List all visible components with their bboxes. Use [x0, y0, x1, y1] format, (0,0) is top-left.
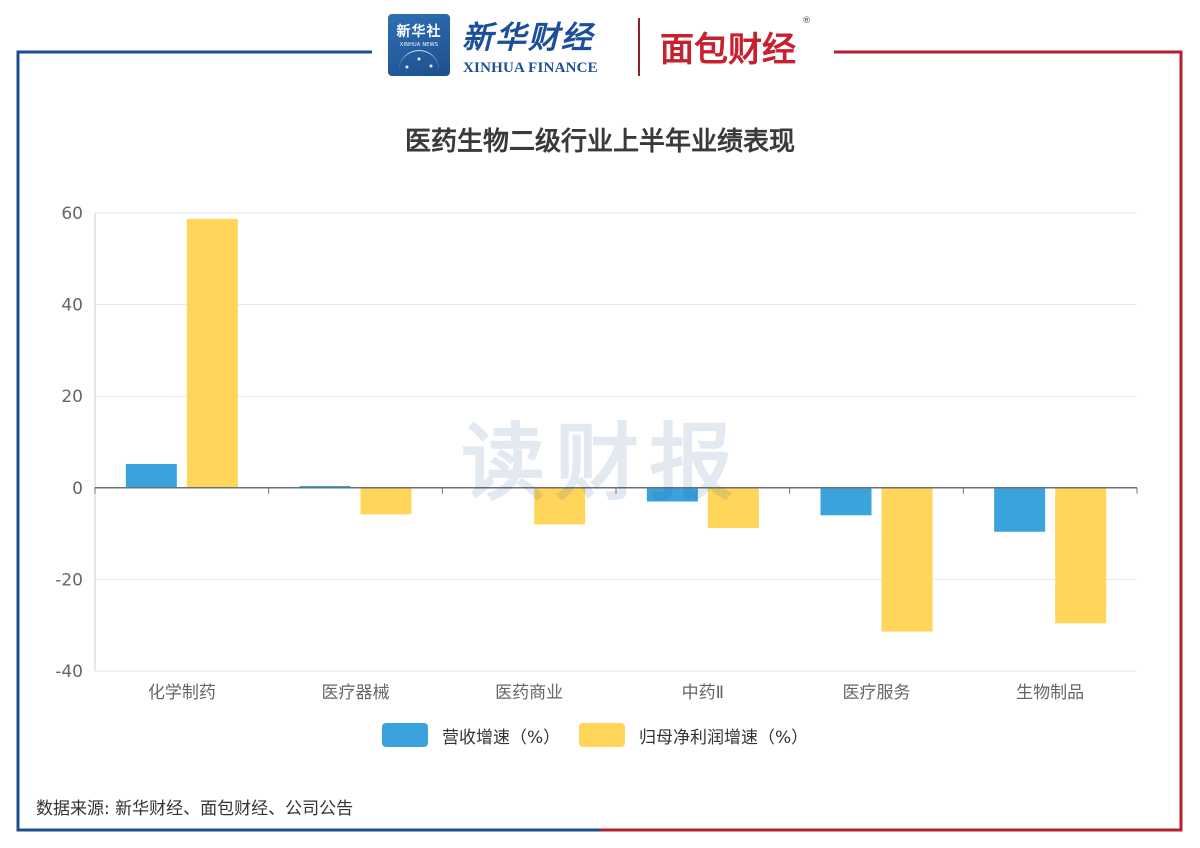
bar-profit — [360, 487, 412, 515]
x-tick-label: 化学制药 — [148, 683, 216, 703]
x-tick-label: 生物制品 — [1016, 683, 1084, 703]
x-tick-label: 医药商业 — [495, 683, 563, 703]
x-tick-label: 医疗服务 — [843, 683, 911, 703]
xinhua-finance-logo-cn: 新华财经 — [462, 20, 594, 56]
bar-revenue — [125, 463, 177, 488]
y-tick-label: 20 — [61, 387, 83, 407]
frame-left-border — [16, 50, 600, 832]
bar-revenue — [299, 485, 351, 488]
bar-profit — [881, 487, 933, 632]
header-logos: 新华社 XINHUA NEWS 新华财经 XINHUA FINANCE 面包财经… — [384, 10, 820, 80]
legend-item-profit[interactable]: 归母净利润增速（%） — [579, 720, 808, 750]
xinhua-news-logo: 新华社 XINHUA NEWS — [388, 14, 450, 76]
chart-axes: -40 -20 0 20 40 60 化学制药 医疗器械 医药商业 中药Ⅱ 医疗服务 生物制品 — [55, 204, 1138, 703]
mianbao-caijing-logo: 面包财经 — [660, 30, 796, 70]
y-tick-label: -40 — [55, 662, 83, 682]
watermark: 读财报 — [460, 414, 743, 512]
y-tick-label: 0 — [72, 479, 83, 499]
chart-bars — [125, 218, 1107, 632]
bar-profit — [186, 218, 238, 488]
globe-icon — [399, 50, 439, 71]
legend-label-profit: 归母净利润增速（%） — [639, 727, 809, 748]
chart-legend: 营收增速（%） 归母净利润增速（%） — [0, 720, 1200, 750]
bar-revenue — [646, 487, 698, 502]
bar-profit — [707, 487, 759, 529]
bar-revenue — [994, 487, 1046, 532]
x-tick-label: 医疗器械 — [322, 683, 390, 703]
logo-divider — [638, 18, 640, 76]
legend-swatch-profit — [579, 723, 625, 747]
bar-profit — [1055, 487, 1107, 624]
bar-profit — [534, 487, 586, 525]
y-tick-label: -20 — [55, 570, 83, 590]
y-tick-label: 60 — [61, 204, 83, 224]
bar-revenue — [820, 487, 872, 516]
legend-item-revenue[interactable]: 营收增速（%） — [382, 720, 560, 750]
xinhua-finance-logo-en: XINHUA FINANCE — [463, 60, 598, 76]
frame-right-border — [600, 50, 1183, 832]
legend-label-revenue: 营收增速（%） — [442, 727, 561, 748]
y-tick-label: 40 — [61, 296, 83, 316]
xinhua-badge-sub: XINHUA NEWS — [399, 42, 439, 48]
chart-title: 医药生物二级行业上半年业绩表现 — [404, 127, 795, 157]
legend-swatch-revenue — [382, 723, 428, 747]
xinhua-badge-text: 新华社 — [396, 24, 442, 40]
registered-mark: ® — [802, 16, 811, 26]
x-tick-label: 中药Ⅱ — [682, 683, 724, 703]
frame-border — [16, 50, 1183, 832]
source-note: 数据来源: 新华财经、面包财经、公司公告 — [36, 799, 354, 819]
